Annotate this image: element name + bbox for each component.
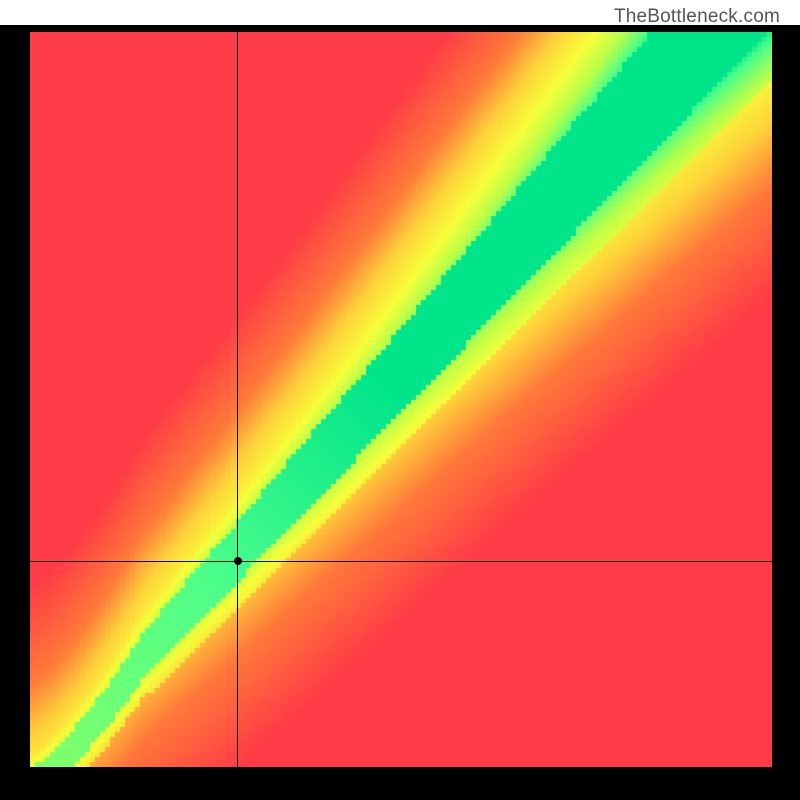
heatmap-canvas: [30, 32, 772, 767]
watermark-text: TheBottleneck.com: [614, 6, 780, 28]
crosshair-marker: [234, 557, 242, 565]
chart-container: TheBottleneck.com: [0, 0, 800, 800]
plot-area: [30, 32, 772, 767]
crosshair-horizontal: [30, 561, 772, 562]
crosshair-vertical: [237, 32, 238, 767]
